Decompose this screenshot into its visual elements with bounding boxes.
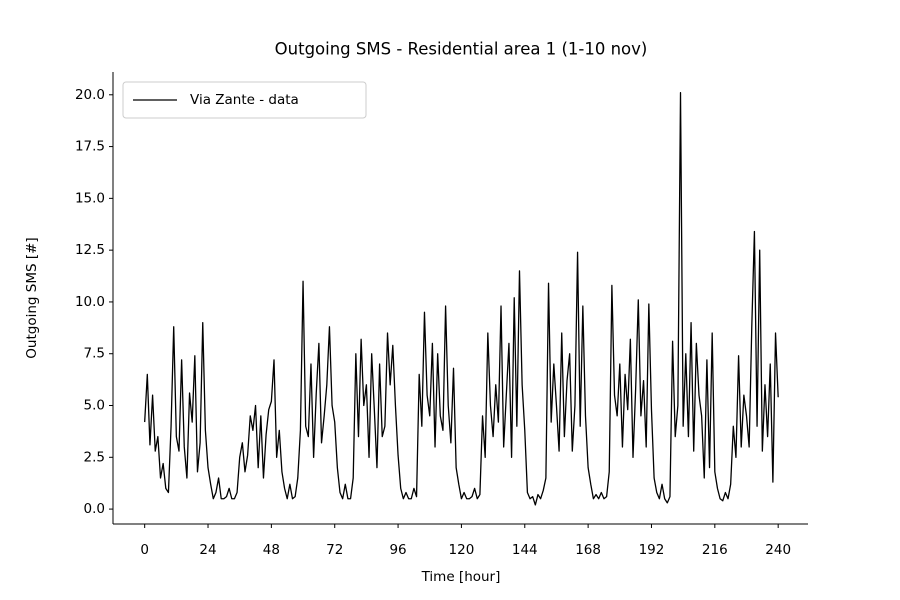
x-tick-label: 120: [449, 542, 475, 558]
y-tick-label: 5.0: [84, 398, 105, 414]
x-tick-label: 48: [263, 542, 280, 558]
chart-title: Outgoing SMS - Residential area 1 (1-10 …: [275, 40, 648, 59]
x-tick-label: 168: [575, 542, 601, 558]
legend-label: Via Zante - data: [190, 92, 299, 108]
y-tick-label: 0.0: [84, 501, 105, 517]
legend-box: [122, 81, 367, 119]
x-tick-label: 192: [639, 542, 665, 558]
y-tick-label: 20.0: [75, 87, 105, 103]
y-axis-label: Outgoing SMS [#]: [24, 237, 40, 358]
y-tick-label: 12.5: [75, 242, 105, 258]
x-axis-label: Time [hour]: [421, 569, 501, 585]
y-tick-label: 10.0: [75, 294, 105, 310]
y-tick-label: 2.5: [84, 449, 105, 465]
x-tick-label: 216: [702, 542, 728, 558]
x-tick-label: 72: [326, 542, 343, 558]
x-tick-label: 240: [765, 542, 791, 558]
data-line: [144, 92, 779, 506]
x-tick-label: 24: [199, 542, 216, 558]
y-tick-label: 15.0: [75, 190, 105, 206]
y-tick-label: 17.5: [75, 139, 105, 155]
y-tick-label: 7.5: [84, 346, 105, 362]
x-tick-label: 144: [512, 542, 538, 558]
x-tick-label: 96: [389, 542, 406, 558]
x-tick-label: 0: [140, 542, 149, 558]
